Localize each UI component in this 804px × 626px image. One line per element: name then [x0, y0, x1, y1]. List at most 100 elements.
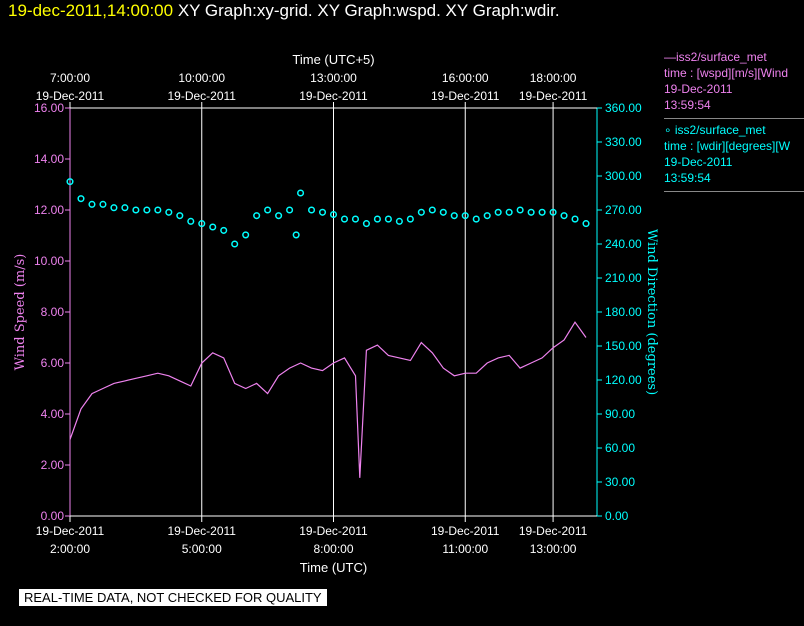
wind-direction-point [395, 217, 403, 225]
y-tick-label: 0.00 [41, 509, 65, 523]
y2-tick-label: 240.00 [605, 237, 642, 251]
legend-wdir-date: 19-Dec-2011 [664, 155, 733, 169]
legend-wspd: —iss2/surface_met time : [wspd][m/s][Win… [664, 49, 804, 113]
wind-direction-point [264, 206, 272, 214]
wind-direction-point [198, 220, 206, 228]
x-tick-time: 2:00:00 [50, 542, 90, 556]
wind-direction-point [77, 195, 85, 203]
y-tick-label: 16.00 [34, 101, 64, 115]
header-title: 19-dec-2011,14:00:00 XY Graph:xy-grid. X… [8, 1, 560, 21]
y2-tick-label: 300.00 [605, 169, 642, 183]
y2-tick-label: 150.00 [605, 339, 642, 353]
wind-direction-point [121, 204, 129, 212]
y2-tick-label: 60.00 [605, 441, 635, 455]
header-datetime: 19-dec-2011,14:00:00 [8, 1, 174, 20]
y2-tick-label: 210.00 [605, 271, 642, 285]
x2-tick-time: 10:00:00 [178, 71, 225, 85]
wind-direction-point [286, 206, 294, 214]
legend-wdir: ∘ iss2/surface_met time : [wdir][degrees… [664, 122, 804, 186]
y2-tick-label: 90.00 [605, 407, 635, 421]
x-tick-time: 8:00:00 [313, 542, 353, 556]
y2-tick-label: 30.00 [605, 475, 635, 489]
wind-direction-point [154, 206, 162, 214]
legend-wspd-variable: time : [wspd][m/s][Wind [664, 66, 789, 80]
x-tick-time: 13:00:00 [530, 542, 577, 556]
y2-tick-label: 180.00 [605, 305, 642, 319]
wind-direction-point [275, 212, 283, 220]
wind-direction-point [505, 208, 513, 216]
y-tick-label: 6.00 [41, 356, 65, 370]
wind-direction-point [373, 215, 381, 223]
wind-direction-point [318, 208, 327, 216]
x-tick-time: 5:00:00 [182, 542, 222, 556]
wind-direction-point [329, 210, 338, 219]
legend-divider [664, 191, 804, 192]
y2-tick-label: 0.00 [605, 509, 629, 523]
wind-direction-point [340, 215, 349, 223]
y-axis-label: Wind Speed (m/s) [13, 254, 28, 371]
x-tick-date: 19-Dec-2011 [299, 524, 368, 538]
wind-direction-point [483, 212, 491, 220]
wind-direction-point [516, 206, 524, 214]
x-tick-date: 19-Dec-2011 [519, 524, 588, 538]
y-tick-label: 14.00 [34, 152, 64, 166]
wind-direction-point [165, 208, 173, 216]
legend-wspd-date: 19-Dec-2011 [664, 82, 733, 96]
legend-wspd-source: —iss2/surface_met [664, 50, 767, 64]
wind-direction-point [351, 215, 360, 223]
wind-speed-line [69, 321, 587, 478]
wind-direction-point [292, 231, 300, 239]
header-graph-list: XY Graph:xy-grid. XY Graph:wspd. XY Grap… [173, 1, 560, 20]
y2-tick-label: 360.00 [605, 101, 642, 115]
legend-wdir-time: 13:59:54 [664, 171, 711, 185]
wind-direction-point [176, 212, 184, 220]
wind-direction-point [99, 200, 107, 208]
wind-direction-point [220, 226, 228, 234]
y-tick-label: 4.00 [41, 407, 65, 421]
wind-direction-point [450, 212, 458, 220]
wind-direction-point [66, 178, 74, 186]
legend-wdir-variable: time : [wdir][degrees][W [664, 139, 791, 153]
x-tick-date: 19-Dec-2011 [168, 524, 237, 538]
legend-wdir-source: ∘ iss2/surface_met [664, 123, 766, 137]
wind-direction-point [439, 208, 447, 216]
wind-direction-point [494, 208, 502, 216]
x-axis-label: Time (UTC) [300, 560, 367, 575]
y-tick-label: 8.00 [41, 305, 65, 319]
y2-tick-label: 330.00 [605, 135, 642, 149]
y-tick-label: 12.00 [34, 203, 64, 217]
legend-divider [664, 118, 804, 119]
x2-tick-time: 13:00:00 [310, 71, 357, 85]
wind-direction-point [110, 204, 118, 212]
x2-tick-date: 19-Dec-2011 [168, 89, 237, 103]
x2-tick-date: 19-Dec-2011 [519, 89, 588, 103]
x-tick-date: 19-Dec-2011 [431, 524, 500, 538]
wind-direction-point [417, 208, 425, 216]
wind-direction-point [560, 212, 568, 220]
wind-direction-point [582, 220, 590, 228]
x2-tick-time: 7:00:00 [50, 71, 90, 85]
y2-tick-label: 120.00 [605, 373, 642, 387]
wind-direction-point [242, 231, 250, 239]
wind-direction-point [384, 215, 392, 223]
wind-direction-point [307, 206, 316, 214]
wind-direction-point [143, 206, 151, 214]
x-tick-date: 19-Dec-2011 [36, 524, 105, 538]
wind-direction-point [406, 215, 414, 223]
wind-direction-point [461, 212, 469, 220]
x2-tick-date: 19-Dec-2011 [431, 89, 500, 103]
wind-direction-point [209, 223, 217, 231]
y2-axis-label: Wind Direction (degrees) [644, 229, 659, 395]
x2-tick-time: 18:00:00 [530, 71, 577, 85]
y-tick-label: 10.00 [34, 254, 64, 268]
wind-direction-point [253, 212, 261, 220]
wind-direction-point [297, 189, 305, 197]
x2-tick-date: 19-Dec-2011 [299, 89, 368, 103]
wind-direction-point [362, 220, 370, 228]
wind-direction-point [132, 206, 140, 214]
y2-tick-label: 270.00 [605, 203, 642, 217]
x2-tick-time: 16:00:00 [442, 71, 489, 85]
wind-direction-point [571, 215, 579, 223]
wind-direction-point [472, 215, 480, 223]
